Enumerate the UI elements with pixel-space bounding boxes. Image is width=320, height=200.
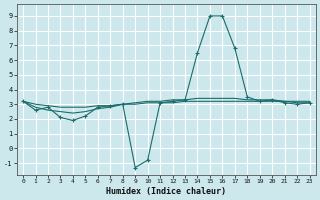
X-axis label: Humidex (Indice chaleur): Humidex (Indice chaleur)	[106, 187, 226, 196]
